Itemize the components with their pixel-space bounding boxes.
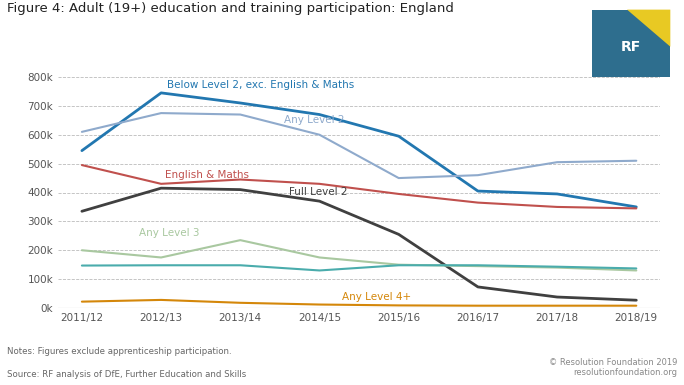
Text: Below Level 2, exc. English & Maths: Below Level 2, exc. English & Maths bbox=[168, 80, 355, 90]
Text: Full Level 2: Full Level 2 bbox=[289, 187, 348, 197]
Text: Source: RF analysis of DfE, Further Education and Skills: Source: RF analysis of DfE, Further Educ… bbox=[7, 370, 246, 378]
Text: Any Level 4+: Any Level 4+ bbox=[342, 292, 411, 302]
Text: Figure 4: Adult (19+) education and training participation: England: Figure 4: Adult (19+) education and trai… bbox=[7, 2, 453, 15]
Text: © Resolution Foundation 2019
resolutionfoundation.org: © Resolution Foundation 2019 resolutionf… bbox=[549, 358, 677, 377]
Text: Notes: Figures exclude apprenticeship participation.: Notes: Figures exclude apprenticeship pa… bbox=[7, 346, 231, 355]
Text: English & Maths: English & Maths bbox=[165, 170, 249, 180]
Polygon shape bbox=[627, 10, 670, 47]
Text: RF: RF bbox=[621, 40, 641, 54]
Text: Any Level 3: Any Level 3 bbox=[139, 228, 200, 238]
Text: Any Level 2: Any Level 2 bbox=[284, 115, 344, 125]
